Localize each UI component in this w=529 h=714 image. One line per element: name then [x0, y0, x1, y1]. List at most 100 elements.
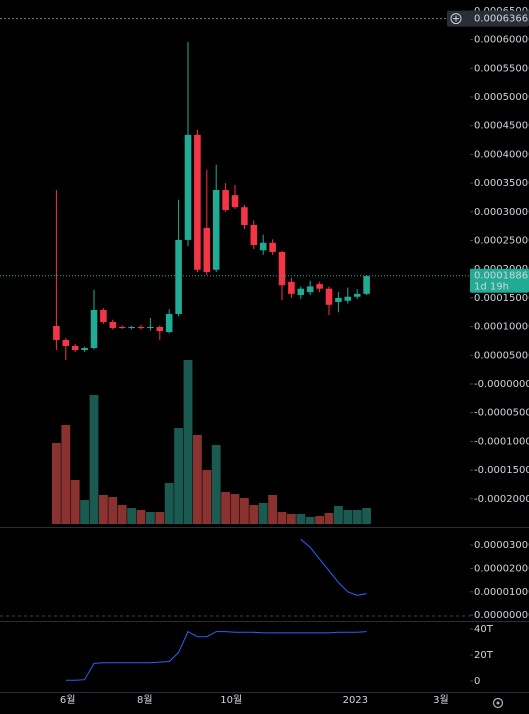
- candle-body: [194, 134, 201, 270]
- volume-bar: [258, 503, 268, 524]
- volume-bar: [174, 428, 184, 524]
- candle-body: [147, 326, 154, 328]
- x-tick-label: 10월: [220, 694, 242, 706]
- candle-body: [316, 284, 323, 289]
- candle-body: [128, 326, 135, 328]
- candle-body: [222, 189, 229, 211]
- candle-body: [100, 309, 107, 323]
- y-tick-label: 0.00050000: [474, 92, 529, 103]
- candle-body: [288, 281, 295, 294]
- y-tick-label: 0.00040000: [474, 149, 529, 160]
- y-tick-label: 0.00035000: [474, 178, 529, 189]
- volume-bar: [164, 483, 174, 524]
- y-tick-label: 0.00005000: [474, 350, 529, 361]
- add-alert-icon: [450, 13, 462, 25]
- volume-bar: [343, 510, 353, 524]
- candle-body: [363, 276, 370, 294]
- volume-bar: [362, 508, 372, 524]
- volume-bar: [221, 492, 231, 524]
- volume-bar: [333, 506, 343, 524]
- volume-bar: [89, 395, 99, 524]
- candle-body: [81, 348, 88, 351]
- candle-body: [353, 293, 361, 297]
- candle-body: [71, 345, 79, 351]
- x-tick-label: 3월: [433, 694, 449, 706]
- candle-body: [175, 239, 182, 314]
- volume-bar: [211, 445, 221, 524]
- y-tick-label: 20T: [474, 650, 494, 661]
- x-tick-label: 2023: [343, 695, 368, 706]
- countdown-label: 1d 19h: [474, 282, 509, 293]
- y-tick-label: 0.00045000: [474, 121, 529, 132]
- y-tick-label: -0.00005000: [474, 408, 529, 419]
- volume-bar: [155, 512, 165, 524]
- volume-bar: [70, 480, 80, 524]
- volume-bar: [183, 360, 193, 524]
- candle-body: [90, 309, 98, 349]
- y-tick-label: 0.00002000: [474, 563, 529, 574]
- candle-body: [165, 313, 173, 332]
- y-tick-label: -0.00000000: [474, 379, 529, 390]
- volume-bar: [136, 510, 146, 524]
- volume-bar: [315, 516, 325, 524]
- volume-bar: [239, 498, 249, 524]
- candle-body: [335, 297, 342, 302]
- volume-bar: [80, 500, 90, 524]
- candle-body: [269, 242, 276, 252]
- candle-body: [62, 339, 70, 346]
- indicator-line: [300, 538, 367, 596]
- candle-body: [241, 207, 248, 226]
- volume-bar: [324, 513, 334, 524]
- candle-body: [325, 288, 333, 305]
- y-tick-label: 0.00060000: [474, 35, 529, 46]
- add-alert-plus: [453, 15, 459, 22]
- candle-body: [203, 227, 211, 273]
- candle-body: [109, 322, 117, 328]
- indicator-line: [65, 630, 367, 681]
- y-tick-label: 0.00025000: [474, 235, 529, 246]
- volume-bar: [352, 510, 362, 524]
- volume-bar: [51, 443, 61, 524]
- price-line-tag: [447, 10, 529, 27]
- candle-body: [156, 326, 164, 332]
- candle-body: [259, 242, 267, 251]
- candle-body: [297, 288, 305, 296]
- candle-body: [137, 326, 145, 328]
- volume-bar: [108, 497, 118, 524]
- volume-bar: [296, 514, 306, 524]
- y-tick-label: -0.00010000: [474, 436, 529, 447]
- volume-bar: [305, 517, 315, 524]
- volume-bar: [98, 495, 108, 524]
- y-tick-label: 0.00003000: [474, 540, 529, 551]
- price-line-label: 0.00063663: [474, 14, 529, 25]
- settings-gear[interactable]: [492, 697, 504, 709]
- y-tick-label: 0.00015000: [474, 293, 529, 304]
- y-tick-label: 0.00000000: [474, 610, 529, 621]
- volume-bar: [127, 508, 137, 524]
- candle-body: [306, 286, 314, 293]
- volume-bar: [268, 495, 278, 524]
- volume-bar: [230, 494, 240, 524]
- y-tick-label: 0.00010000: [474, 322, 529, 333]
- last-price-tag: [470, 268, 529, 293]
- candle-body: [118, 326, 126, 328]
- candle-body: [231, 195, 239, 208]
- candle-body: [344, 296, 352, 301]
- candle-body: [184, 134, 192, 240]
- candle-body: [53, 326, 60, 340]
- y-tick-label: 0.00055000: [474, 63, 529, 74]
- volume-bar: [61, 425, 71, 524]
- x-tick-label: 8월: [137, 694, 153, 706]
- candle-body: [212, 189, 220, 270]
- candle-body: [250, 225, 258, 246]
- y-tick-label: 0.00030000: [474, 207, 529, 218]
- volume-bar: [202, 470, 212, 524]
- volume-bar: [249, 505, 259, 524]
- settings-icon[interactable]: [492, 697, 504, 709]
- candle-body: [278, 251, 286, 286]
- y-tick-label: 0.00001000: [474, 587, 529, 598]
- y-tick-label: 40T: [474, 624, 494, 635]
